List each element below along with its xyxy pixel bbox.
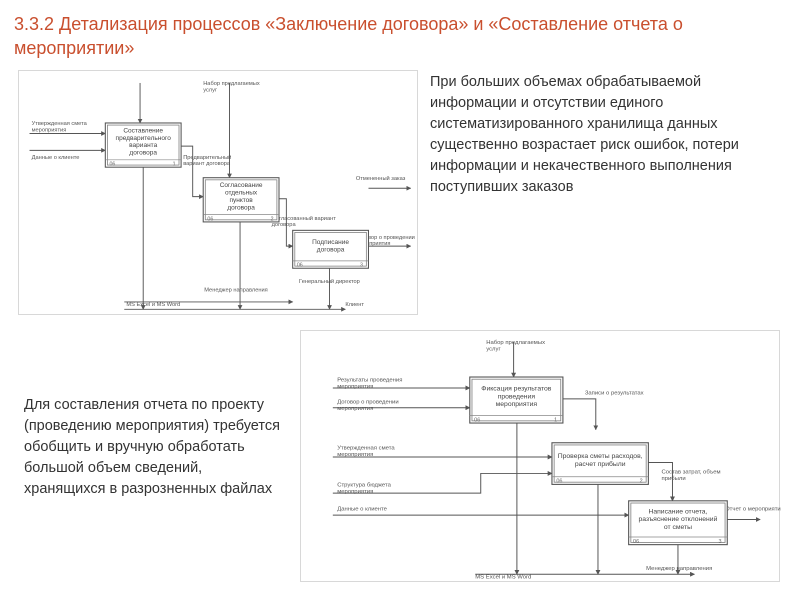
svg-text:Отчет о мероприятии: Отчет о мероприятии	[725, 507, 781, 513]
svg-text:Составление: Составление	[123, 127, 163, 134]
svg-text:Согласованный вариантдоговора: Согласованный вариантдоговора	[272, 215, 337, 228]
svg-text:расчет прибыли: расчет прибыли	[575, 460, 626, 468]
svg-text:Записи о результатах: Записи о результатах	[585, 391, 644, 397]
svg-text:предварительного: предварительного	[116, 135, 172, 142]
svg-text:Состав затрат, объемприбыли: Состав затрат, объемприбыли	[662, 469, 721, 482]
svg-text:Согласование: Согласование	[220, 182, 263, 189]
svg-text:06: 06	[556, 479, 562, 485]
svg-text:MS Excel и MS Word: MS Excel и MS Word	[475, 575, 531, 581]
svg-text:2: 2	[271, 216, 274, 222]
svg-text:проведения: проведения	[498, 393, 536, 400]
section-title: 3.3.2 Детализация процессов «Заключение …	[14, 12, 786, 61]
svg-text:3: 3	[718, 539, 721, 545]
diagram-report: Результаты проведениямероприятияДоговор …	[300, 330, 780, 582]
svg-text:мероприятия: мероприятия	[496, 401, 538, 408]
svg-text:1: 1	[173, 162, 176, 168]
svg-text:договора: договора	[317, 246, 345, 253]
svg-text:2: 2	[640, 479, 643, 485]
svg-text:договора: договора	[129, 150, 157, 157]
svg-text:Клиент: Клиент	[345, 302, 364, 308]
svg-text:Менеджер направления: Менеджер направления	[204, 287, 267, 293]
diagram-contract: Утвержденная сметамероприятия Данные о кл…	[18, 70, 418, 315]
svg-text:Фиксация результатов: Фиксация результатов	[481, 386, 551, 393]
svg-text:разъяснение отклонений: разъяснение отклонений	[639, 515, 718, 523]
svg-text:3: 3	[360, 263, 363, 269]
svg-text:от сметы: от сметы	[664, 524, 692, 531]
svg-text:Данные о клиенте: Данные о клиенте	[337, 507, 387, 513]
svg-text:договора: договора	[227, 204, 255, 211]
svg-text:Утвержденная сметамероприятия: Утвержденная сметамероприятия	[337, 445, 395, 458]
svg-text:06: 06	[207, 216, 213, 222]
svg-text:варианта: варианта	[129, 142, 157, 149]
svg-text:Набор предлагаемыхуслуг: Набор предлагаемыхуслуг	[486, 340, 545, 353]
svg-text:Проверка сметы расходов,: Проверка сметы расходов,	[558, 453, 643, 460]
svg-text:Набор предлагаемыхуслуг: Набор предлагаемыхуслуг	[203, 81, 260, 93]
svg-text:Написание отчета,: Написание отчета,	[648, 508, 707, 515]
svg-text:пунктов: пунктов	[229, 197, 253, 204]
paragraph-1: При больших объемах обрабатываемой инфор…	[430, 72, 780, 198]
svg-text:Договор о проведениимероприяти: Договор о проведениимероприятия	[337, 399, 398, 412]
svg-text:06: 06	[474, 417, 480, 423]
svg-text:Данные о клиенте: Данные о клиенте	[32, 155, 80, 161]
svg-text:06: 06	[110, 162, 116, 168]
svg-text:отдельных: отдельных	[225, 190, 258, 197]
svg-text:Утвержденная сметамероприятия: Утвержденная сметамероприятия	[32, 121, 88, 133]
svg-text:1: 1	[554, 417, 557, 423]
svg-text:Предварительныйвариант договор: Предварительныйвариант договора	[183, 154, 231, 167]
svg-text:Генеральный директор: Генеральный директор	[299, 278, 360, 285]
svg-text:MS Excel и MS Word: MS Excel и MS Word	[126, 302, 180, 308]
paragraph-2: Для составления отчета по проекту (прове…	[24, 395, 284, 500]
svg-text:Менеджер направления: Менеджер направления	[646, 566, 712, 572]
svg-text:Отмененный заказ: Отмененный заказ	[356, 175, 406, 182]
svg-text:Подписание: Подписание	[312, 239, 349, 246]
svg-text:06: 06	[297, 263, 303, 269]
svg-text:06: 06	[633, 539, 639, 545]
